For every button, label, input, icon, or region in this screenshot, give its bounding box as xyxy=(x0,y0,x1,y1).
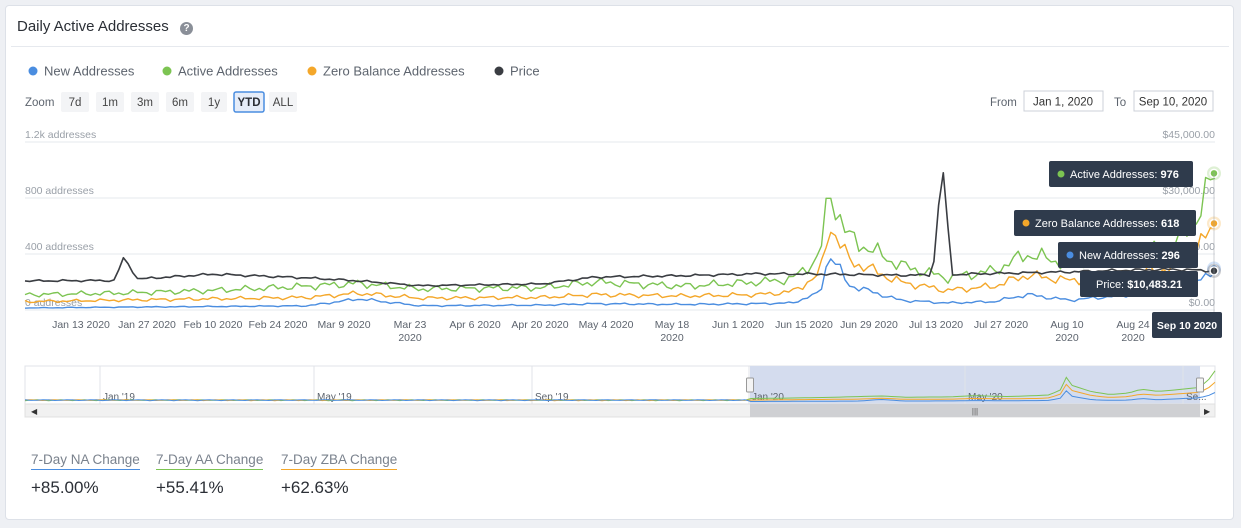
svg-text:Sep 10 2020: Sep 10 2020 xyxy=(1157,320,1217,332)
stat-aa: 7-Day AA Change +55.41% xyxy=(156,452,264,498)
page-title: Daily Active Addresses xyxy=(17,18,169,35)
svg-text:1y: 1y xyxy=(208,97,220,109)
legend-dot-icon xyxy=(494,66,504,76)
to-date-input[interactable]: Sep 10, 2020 xyxy=(1133,90,1214,112)
tooltip-price: Price: $10,483.21 xyxy=(1080,271,1198,297)
navigator-label: Jan '20 xyxy=(752,392,784,403)
from-label: From xyxy=(990,97,1017,109)
zoom-button-1y[interactable]: 1y xyxy=(201,92,227,112)
legend-label: Zero Balance Addresses xyxy=(323,64,465,79)
series-line-zero-balance-addresses xyxy=(24,226,1216,304)
zoom-label: Zoom xyxy=(25,97,54,109)
svg-text:Active Addresses: 976: Active Addresses: 976 xyxy=(1070,169,1179,181)
tooltip-new: New Addresses: 296 xyxy=(1058,242,1198,268)
x-tick-label: Mar 23 2020 xyxy=(394,319,427,344)
navigator-line xyxy=(24,390,1216,402)
stat-zba-value: +62.63% xyxy=(281,478,349,497)
navigator-handle-left[interactable] xyxy=(746,377,754,393)
x-tick-label: May 18 2020 xyxy=(655,319,690,344)
y-left-tick-label: 800 addresses xyxy=(25,185,94,197)
svg-text:YTD: YTD xyxy=(238,97,261,109)
svg-text:3m: 3m xyxy=(137,97,153,109)
x-tick-label: Feb 10 2020 xyxy=(184,319,243,331)
y-left-tick-label: 0 addresses xyxy=(25,297,82,309)
navigator-label: May '20 xyxy=(968,392,1003,403)
x-tick-label: Apr 20 2020 xyxy=(511,319,568,331)
legend-item-zero-balance-addresses[interactable]: Zero Balance Addresses xyxy=(307,64,466,79)
x-tick-label: Jan 13 2020 xyxy=(52,319,110,331)
tooltip-zero: Zero Balance Addresses: 618 xyxy=(1014,210,1196,236)
svg-text:6m: 6m xyxy=(172,97,188,109)
navigator-label: Sep '19 xyxy=(535,392,569,403)
legend-label: Active Addresses xyxy=(178,64,278,79)
zoom-button-6m[interactable]: 6m xyxy=(166,92,194,112)
zoom-button-1m[interactable]: 1m xyxy=(96,92,124,112)
from-date-input[interactable]: Jan 1, 2020 xyxy=(1023,90,1104,112)
svg-text:Sep 10, 2020: Sep 10, 2020 xyxy=(1139,97,1207,109)
x-tick-label: Jun 1 2020 xyxy=(712,319,764,331)
svg-text:New Addresses: 296: New Addresses: 296 xyxy=(1079,250,1180,262)
y-right-tick-label: $45,000.00 xyxy=(1162,129,1215,141)
series-line-active-addresses xyxy=(24,176,1216,298)
stat-aa-label: 7-Day AA Change xyxy=(156,452,264,470)
x-tick-label: Mar 9 2020 xyxy=(317,319,370,331)
x-tick-label: May 4 2020 xyxy=(579,319,634,331)
legend-item-active-addresses[interactable]: Active Addresses xyxy=(162,64,279,79)
svg-text:ALL: ALL xyxy=(273,97,294,109)
title-divider xyxy=(11,46,1229,47)
navigator-scrollbar[interactable]: ◀ ▶ ||| xyxy=(24,403,1216,418)
x-tick-label: Jul 13 2020 xyxy=(909,319,963,331)
y-right-tick-label: $30,000.00 xyxy=(1162,185,1215,197)
question-circle-icon[interactable]: ? xyxy=(180,22,193,35)
scroll-grip-icon: ||| xyxy=(972,407,978,416)
y-left-tick-label: 400 addresses xyxy=(25,241,94,253)
stat-na: 7-Day NA Change +85.00% xyxy=(31,452,140,498)
legend-label: Price xyxy=(510,64,540,79)
to-label: To xyxy=(1114,97,1126,109)
series-line-price xyxy=(24,172,1216,288)
svg-text:1m: 1m xyxy=(102,97,118,109)
stat-zba: 7-Day ZBA Change +62.63% xyxy=(281,452,398,498)
navigator-label: Jan '19 xyxy=(103,392,135,403)
x-tick-label: Jul 27 2020 xyxy=(974,319,1028,331)
tooltip-date: Sep 10 2020 xyxy=(1152,312,1222,338)
x-tick-label: Aug 24 2020 xyxy=(1116,319,1149,344)
legend-dot-icon xyxy=(28,66,38,76)
scroll-right-arrow-icon[interactable]: ▶ xyxy=(1204,407,1211,416)
svg-text:Zero Balance Addresses: 618: Zero Balance Addresses: 618 xyxy=(1035,218,1179,230)
x-tick-label: Jun 29 2020 xyxy=(840,319,898,331)
x-tick-label: Jun 15 2020 xyxy=(775,319,833,331)
legend-label: New Addresses xyxy=(44,64,135,79)
legend-item-new-addresses[interactable]: New Addresses xyxy=(28,64,135,79)
x-tick-label: Apr 6 2020 xyxy=(449,319,501,331)
legend-item-price[interactable]: Price xyxy=(494,64,540,79)
y-right-tick-label: $0.00 xyxy=(1189,297,1215,309)
svg-text:Price: $10,483.21: Price: $10,483.21 xyxy=(1096,279,1182,291)
stat-zba-label: 7-Day ZBA Change xyxy=(281,452,398,470)
legend-dot-icon xyxy=(307,66,317,76)
zoom-button-7d[interactable]: 7d xyxy=(61,92,89,112)
zoom-button-3m[interactable]: 3m xyxy=(131,92,159,112)
navigator-handle-right[interactable] xyxy=(1196,377,1204,393)
stat-aa-value: +55.41% xyxy=(156,478,224,497)
legend-dot-icon xyxy=(162,66,172,76)
series-line-new-addresses xyxy=(24,258,1216,309)
x-tick-label: Aug 10 2020 xyxy=(1050,319,1083,344)
x-tick-label: Feb 24 2020 xyxy=(249,319,308,331)
svg-text:Jan 1, 2020: Jan 1, 2020 xyxy=(1033,97,1093,109)
svg-text:7d: 7d xyxy=(69,97,82,109)
stat-na-value: +85.00% xyxy=(31,478,99,497)
scroll-left-arrow-icon[interactable]: ◀ xyxy=(31,407,38,416)
tooltip-active: Active Addresses: 976 xyxy=(1049,161,1193,187)
zoom-button-ytd[interactable]: YTD xyxy=(233,91,265,113)
x-tick-label: Jan 27 2020 xyxy=(118,319,176,331)
stat-na-label: 7-Day NA Change xyxy=(31,452,140,470)
navigator-label: May '19 xyxy=(317,392,352,403)
zoom-button-all[interactable]: ALL xyxy=(269,92,297,112)
y-left-tick-label: 1.2k addresses xyxy=(25,129,96,141)
